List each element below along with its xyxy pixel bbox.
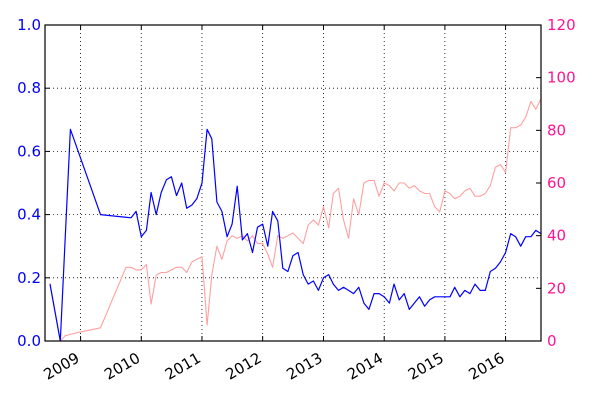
plot-frame	[44, 24, 542, 342]
series-line-right-axis	[49, 98, 542, 342]
series-line-left-axis	[49, 128, 542, 342]
x-tick-label: 2012	[223, 349, 265, 384]
right-axis-tick-labels: 0 20 40 60 80 100 120	[547, 16, 576, 350]
series-layer	[49, 98, 542, 342]
right-tick-label: 20	[547, 279, 566, 297]
x-tick-label: 2013	[283, 349, 325, 384]
left-tick-label: 0.8	[17, 79, 41, 97]
right-tick-label: 100	[547, 69, 576, 87]
right-tick-label: 60	[547, 174, 566, 192]
x-tick-label: 2016	[466, 349, 508, 384]
x-tick-label: 2010	[101, 349, 143, 384]
left-tick-label: 0.0	[17, 332, 41, 350]
right-tick-label: 120	[547, 16, 576, 34]
x-tick-label: 2011	[162, 349, 204, 384]
gridlines	[45, 25, 541, 341]
x-tick-label: 2014	[344, 349, 386, 384]
left-tick-label: 0.6	[17, 142, 41, 160]
right-tick-label: 80	[547, 121, 566, 139]
x-tick-label: 2015	[405, 349, 447, 384]
left-tick-label: 0.2	[17, 269, 41, 287]
left-axis-tick-labels: 0.0 0.2 0.4 0.6 0.8 1.0	[17, 16, 41, 350]
x-tick-label: 2009	[41, 349, 83, 384]
right-tick-label: 40	[547, 227, 566, 245]
right-tick-label: 0	[547, 332, 557, 350]
left-tick-label: 0.4	[17, 206, 41, 224]
tick-marks	[45, 24, 541, 342]
left-tick-label: 1.0	[17, 16, 41, 34]
x-axis-tick-labels: 2009 2010 2011 2012 2013 2014 2015 2016	[41, 349, 508, 384]
